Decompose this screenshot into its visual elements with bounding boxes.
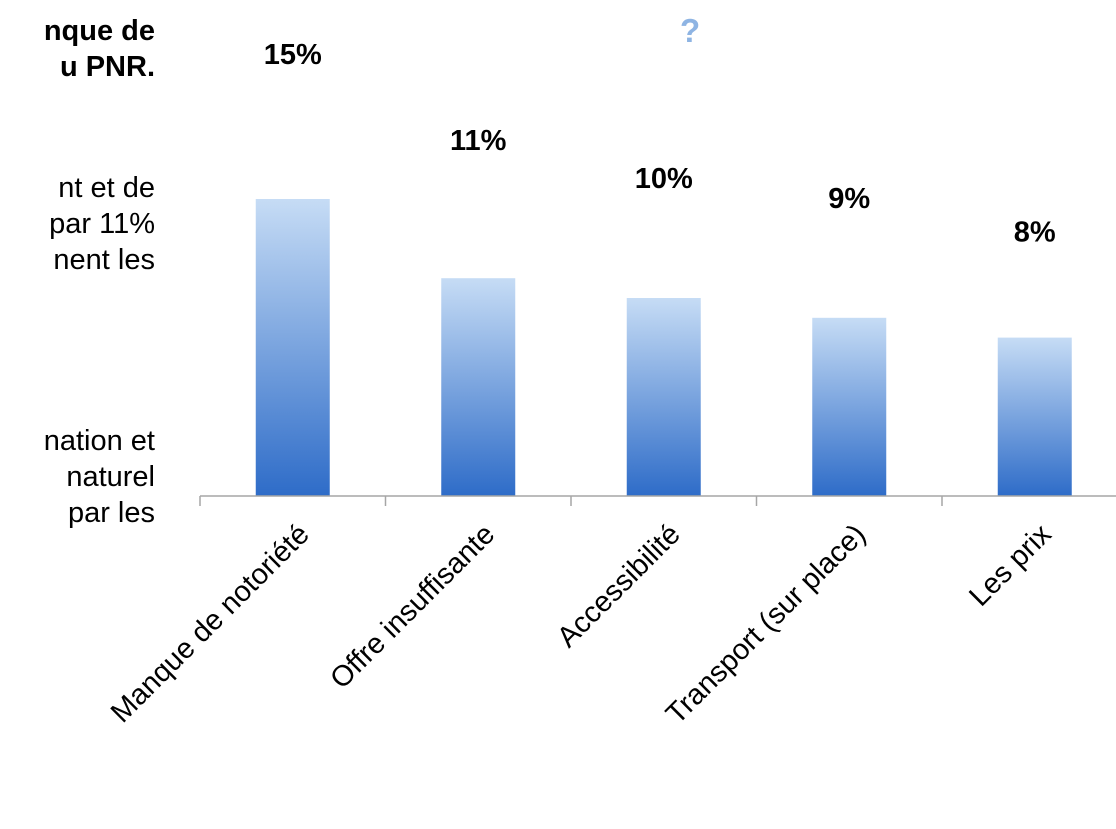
side-text-block-3: nation et naturel par les [44, 423, 155, 531]
side-text-line: nation et [43, 425, 155, 457]
side-text-line: nent les [53, 244, 155, 276]
data-label-1: 15% [264, 39, 322, 71]
category-label-4: Transport (sur place) [660, 518, 872, 730]
data-label-2: 11% [450, 125, 507, 157]
data-labels-layer: 15% 11% 10% 9% 8% [264, 39, 1056, 249]
bars-layer [255, 199, 1072, 496]
side-text-line: nque de [43, 15, 155, 47]
side-text-line: par 11% [49, 208, 155, 240]
data-label-5: 8% [1014, 217, 1056, 249]
side-text-block-2: nt et de par 11% nent les [49, 170, 155, 278]
side-text-line: naturel [66, 461, 155, 493]
side-text-block-1: nque de u PNR. [44, 13, 155, 85]
category-labels-layer: Manque de notoriété Offre insuffisante Acc… [105, 518, 1058, 731]
bar-4 [812, 317, 887, 496]
category-label-5: Les prix [963, 518, 1058, 613]
category-label-1: Manque de notoriété [105, 518, 316, 729]
chart-heading-fragment: ? [680, 12, 701, 49]
side-text-line: par les [67, 497, 155, 529]
data-label-3: 10% [635, 163, 693, 195]
category-label-2: Offre insuffisante [324, 518, 501, 695]
side-text-line: u PNR. [59, 51, 155, 83]
bar-5 [997, 337, 1072, 496]
bar-3 [626, 298, 701, 496]
data-label-4: 9% [828, 183, 870, 215]
x-axis [199, 495, 1116, 506]
side-text-line: nt et de [58, 172, 155, 204]
bar-1 [255, 199, 330, 496]
category-label-3: Accessibilité [551, 518, 686, 653]
bar-2 [441, 278, 516, 496]
